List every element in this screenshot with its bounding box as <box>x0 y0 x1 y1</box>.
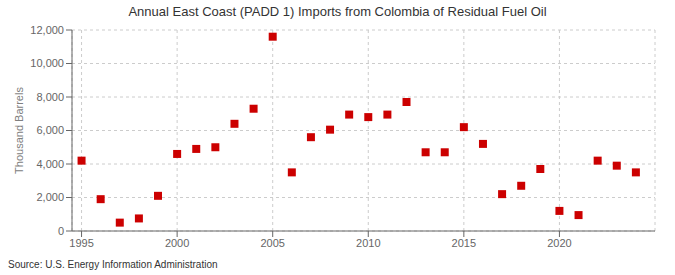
svg-text:1995: 1995 <box>69 237 93 249</box>
html-text:Source: U.S. Energy Informatio: Source: U.S. Energy Information Administ… <box>8 259 218 270</box>
svg-text:2015: 2015 <box>452 237 476 249</box>
svg-text:2010: 2010 <box>356 237 380 249</box>
svg-text:10,000: 10,000 <box>30 57 64 69</box>
svg-text:0: 0 <box>58 225 64 237</box>
svg-text:6,000: 6,000 <box>36 124 64 136</box>
svg-text:2000: 2000 <box>165 237 189 249</box>
svg-text:12,000: 12,000 <box>30 24 64 36</box>
svg-text:2005: 2005 <box>260 237 284 249</box>
svg-text:Thousand Barrels: Thousand Barrels <box>13 87 25 174</box>
svg-text:2,000: 2,000 <box>36 191 64 203</box>
svg-text:8,000: 8,000 <box>36 91 64 103</box>
svg-text:2020: 2020 <box>547 237 571 249</box>
html-text:Annual East Coast (PADD 1) Imp: Annual East Coast (PADD 1) Imports from … <box>128 4 547 19</box>
svg-text:4,000: 4,000 <box>36 158 64 170</box>
